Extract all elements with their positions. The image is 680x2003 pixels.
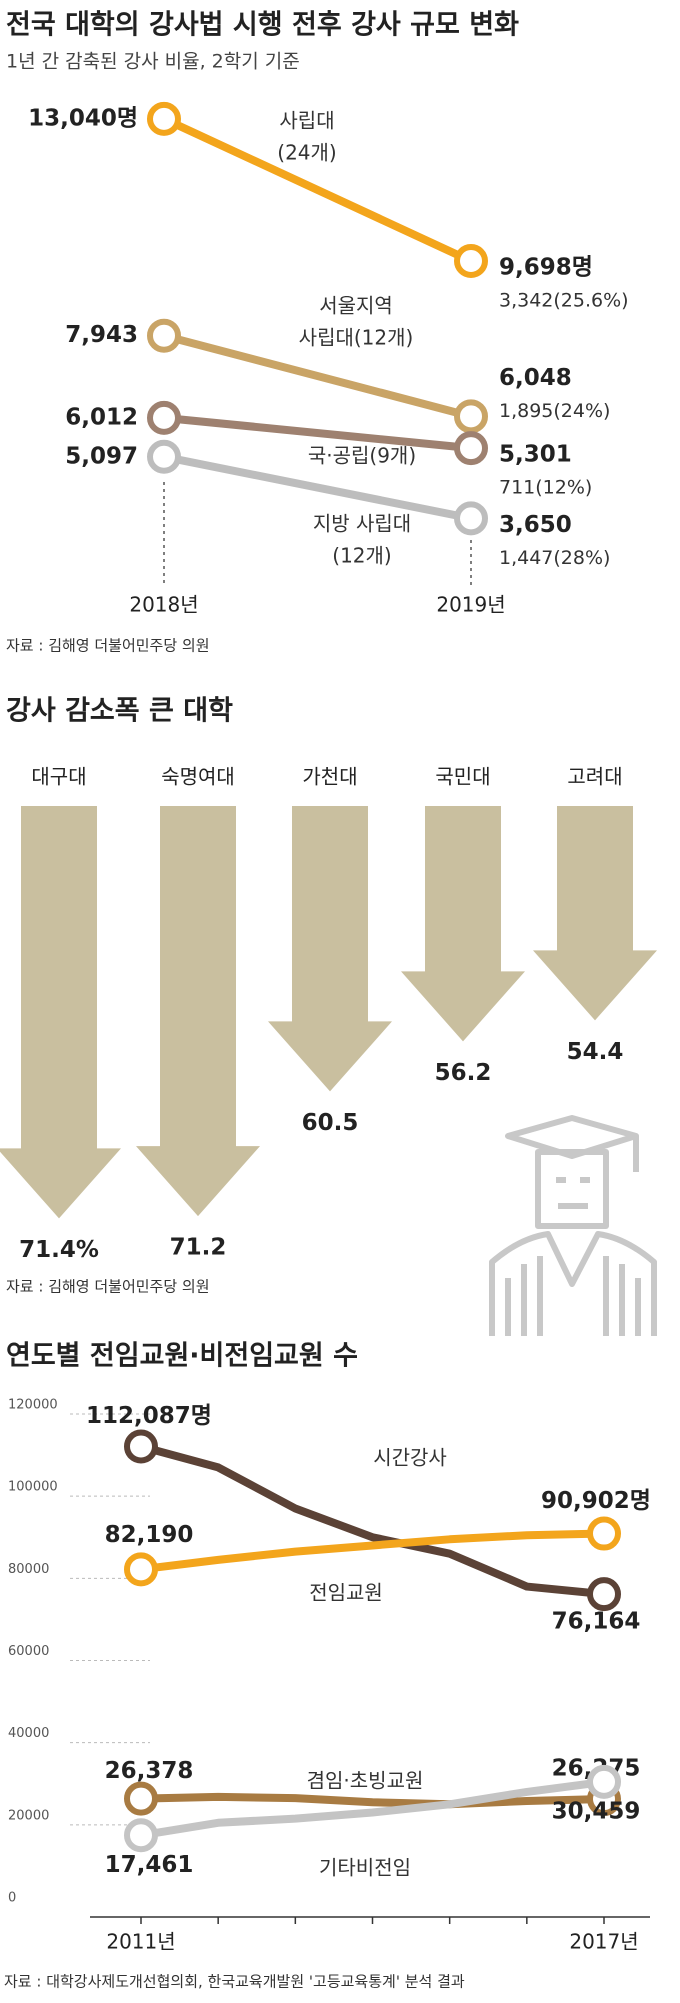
value-label: 6,048 (499, 365, 572, 391)
chart-subtitle: 1년 간 감축된 강사 비율, 2학기 기준 (6, 51, 300, 73)
value-label: 6,012 (65, 404, 138, 430)
change-label: 3,342(25.6%) (499, 290, 629, 312)
arrow (268, 806, 392, 1092)
arrow (401, 806, 525, 1042)
value-label: 60.5 (302, 1110, 359, 1136)
chart-title: 연도별 전임교원·비전임교원 수 (6, 1341, 358, 1372)
x-tick-label: 2019년 (436, 593, 505, 617)
series-line (163, 413, 472, 453)
point (147, 439, 181, 474)
change-label: 711(12%) (499, 477, 592, 499)
x-tick-label: 2011년 (106, 1930, 175, 1954)
value-label: 9,698명 (499, 255, 593, 281)
category-label: 국민대 (435, 765, 490, 789)
point (454, 431, 488, 466)
series-line (163, 452, 472, 523)
value-label: 13,040명 (28, 105, 138, 131)
value-label: 56.2 (435, 1060, 492, 1086)
series-line (140, 1792, 605, 1809)
source: 자료 : 김해영 더불어민주당 의원 (6, 637, 210, 655)
y-tick-label: 20000 (8, 1808, 49, 1823)
value-label: 112,087명 (86, 1403, 212, 1429)
value-label: 71.4% (19, 1237, 99, 1263)
value-label: 5,097 (65, 443, 138, 469)
change-label: 1,447(28%) (499, 547, 610, 569)
series-label: 서울지역 (319, 294, 393, 318)
arrow (0, 806, 121, 1219)
y-tick-label: 40000 (8, 1726, 49, 1741)
value-label: 30,459 (552, 1798, 641, 1824)
y-tick-label: 120000 (8, 1398, 58, 1413)
series-label: 지방 사립대 (313, 512, 411, 536)
point (124, 1429, 158, 1464)
point (587, 1577, 621, 1612)
value-label: 71.2 (170, 1235, 227, 1261)
series-label: (12개) (332, 544, 391, 568)
series-line (162, 115, 473, 265)
source: 자료 : 대학강사제도개선협의회, 한국교육개발원 '고등교육통계' 분석 결과 (4, 1973, 465, 1991)
series-line (162, 331, 473, 421)
y-tick-label: 0 (8, 1891, 16, 1906)
point (124, 1818, 158, 1853)
chart-title: 강사 감소폭 큰 대학 (6, 696, 233, 727)
series-label: 시간강사 (373, 1446, 447, 1470)
y-tick-label: 100000 (8, 1480, 58, 1495)
icon-body (489, 1231, 657, 1336)
icon-face (535, 1149, 609, 1229)
category-label: 숙명여대 (161, 765, 235, 789)
value-label: 76,164 (552, 1609, 641, 1635)
value-label: 3,650 (499, 512, 572, 538)
series-label: 국·공립(9개) (308, 444, 416, 468)
value-label: 7,943 (65, 322, 138, 348)
point (124, 1552, 158, 1587)
point (454, 399, 488, 434)
arrow (533, 806, 657, 1021)
y-tick-label: 60000 (8, 1644, 49, 1659)
series-label: 전임교원 (309, 1581, 383, 1605)
series-label: 사립대 (279, 109, 334, 133)
point (454, 501, 488, 536)
value-label: 54.4 (567, 1039, 624, 1065)
point (147, 101, 181, 136)
point (124, 1781, 158, 1816)
series-line (140, 1529, 605, 1574)
series-label: 겸임·초빙교원 (307, 1769, 424, 1793)
value-label: 17,461 (105, 1852, 194, 1878)
point (587, 1764, 621, 1799)
value-label: 5,301 (499, 442, 572, 468)
chart-title: 전국 대학의 강사법 시행 전후 강사 규모 변화 (6, 10, 519, 41)
graduate-icon (489, 1115, 657, 1336)
value-label: 26,378 (105, 1758, 194, 1784)
series-label: 사립대(12개) (299, 326, 414, 350)
series-label: 기타비전임 (319, 1856, 411, 1880)
point (147, 400, 181, 435)
category-label: 가천대 (302, 765, 357, 789)
value-label: 82,190 (105, 1522, 194, 1548)
point (587, 1516, 621, 1551)
category-label: 고려대 (567, 765, 622, 789)
arrow (136, 806, 260, 1217)
x-tick-label: 2018년 (129, 593, 198, 617)
y-tick-label: 80000 (8, 1562, 49, 1577)
series-line (139, 1442, 605, 1599)
x-tick-label: 2017년 (569, 1930, 638, 1954)
value-label: 90,902명 (541, 1488, 651, 1514)
icon-gown (505, 1256, 641, 1336)
source: 자료 : 김해영 더불어민주당 의원 (6, 1278, 210, 1296)
change-label: 1,895(24%) (499, 400, 610, 422)
point (147, 318, 181, 353)
series-line (140, 1777, 605, 1840)
series-label: (24개) (277, 141, 336, 165)
point (454, 244, 488, 279)
category-label: 대구대 (31, 765, 86, 789)
